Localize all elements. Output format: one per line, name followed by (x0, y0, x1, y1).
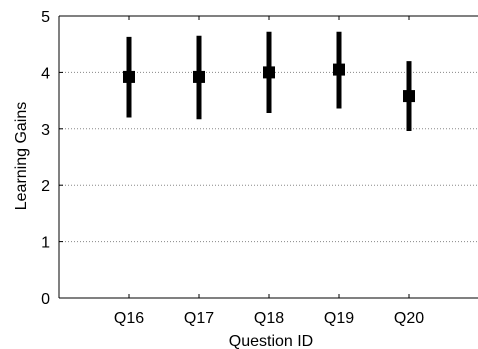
y-tick-label-2: 2 (41, 178, 50, 195)
y-tick-label-1: 1 (41, 235, 50, 252)
marks-layer (123, 31, 415, 132)
y-tick-label-3: 3 (41, 122, 50, 139)
y-tick-label-0: 0 (41, 291, 50, 308)
data-point-q18 (263, 66, 275, 79)
x-tick-label-0: Q16 (114, 310, 144, 327)
data-point-q16 (123, 70, 135, 83)
ticks-layer: 0 1 2 3 4 5 Q16 Q17 Q18 Q19 Q20 (41, 9, 424, 327)
y-tick-label-5: 5 (41, 9, 50, 26)
x-tick-label-1: Q17 (184, 310, 214, 327)
y-axis-title: Learning Gains (13, 102, 30, 211)
data-point-q17 (193, 70, 205, 83)
x-tick-label-4: Q20 (394, 310, 424, 327)
data-point-q19 (333, 63, 345, 76)
y-tick-label-4: 4 (41, 65, 50, 82)
x-tick-label-2: Q18 (254, 310, 284, 327)
x-tick-label-3: Q19 (324, 310, 354, 327)
x-axis-title: Question ID (229, 333, 313, 349)
data-point-q20 (403, 90, 415, 103)
